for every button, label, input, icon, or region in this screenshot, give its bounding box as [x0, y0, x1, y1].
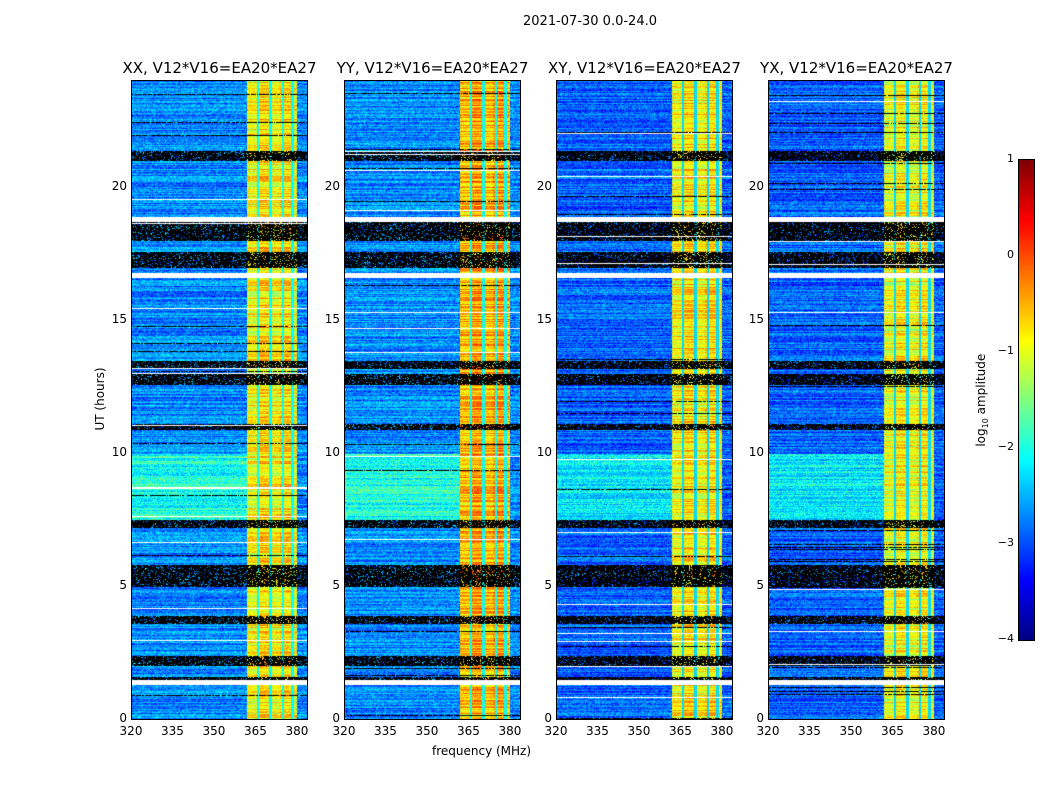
colorbar-label: log10 amplitude: [973, 353, 991, 447]
y-tick-label: 20: [748, 178, 764, 193]
y-tick-label: 0: [756, 711, 764, 725]
x-tick-label: 335: [374, 724, 397, 738]
y-tick-label: 0: [544, 711, 552, 725]
colorbar-tick-label: 0: [1007, 248, 1014, 261]
y-tick-label: 20: [324, 178, 340, 193]
panel-title: XY, V12*V16=EA20*EA27: [548, 59, 741, 77]
y-tick-label: 10: [748, 444, 764, 459]
x-tick-label: 320: [756, 724, 780, 738]
y-tick-label: 20: [111, 178, 127, 193]
y-tick-label: 15: [324, 311, 340, 326]
x-tick-label: 320: [544, 724, 568, 738]
x-tick-label: 350: [202, 724, 226, 738]
x-tick-label: 350: [415, 724, 439, 738]
y-tick-label: 5: [756, 577, 764, 592]
colorbar-tick-label: −1: [997, 344, 1014, 357]
x-tick-label: 380: [710, 724, 734, 738]
x-tick-label: 335: [798, 724, 821, 738]
figure-title: 2021-07-30 0.0-24.0: [523, 14, 657, 29]
x-tick-label: 365: [881, 724, 904, 738]
x-tick-label: 365: [457, 724, 480, 738]
colorbar: [1018, 159, 1035, 641]
x-axis-label: frequency (MHz): [432, 744, 532, 758]
x-tick-label: 380: [498, 724, 522, 738]
spectrogram-panel-xx: [131, 80, 308, 720]
y-tick-label: 15: [536, 311, 552, 326]
y-tick-label: 20: [536, 178, 552, 193]
y-axis-label: UT (hours): [93, 367, 107, 431]
spectrogram-panel-yy: [344, 80, 521, 720]
x-tick-label: 365: [669, 724, 692, 738]
panel-title: YY, V12*V16=EA20*EA27: [336, 59, 529, 77]
spectrogram-panel-xy: [556, 80, 733, 720]
y-tick-label: 5: [544, 577, 552, 592]
y-tick-label: 10: [111, 444, 127, 459]
x-tick-label: 350: [627, 724, 651, 738]
panel-title: XX, V12*V16=EA20*EA27: [122, 59, 317, 77]
y-tick-label: 5: [332, 577, 340, 592]
y-tick-label: 10: [536, 444, 552, 459]
x-tick-label: 335: [586, 724, 609, 738]
colorbar-tick-label: 1: [1007, 152, 1014, 165]
x-tick-label: 380: [922, 724, 946, 738]
y-tick-label: 10: [324, 444, 340, 459]
x-tick-label: 320: [332, 724, 356, 738]
x-tick-label: 380: [285, 724, 309, 738]
x-tick-label: 335: [161, 724, 184, 738]
y-tick-label: 0: [332, 711, 340, 725]
spectrogram-panel-yx: [768, 80, 945, 720]
y-tick-label: 0: [119, 711, 127, 725]
x-tick-label: 320: [119, 724, 143, 738]
x-tick-label: 350: [839, 724, 863, 738]
colorbar-tick-label: −4: [997, 632, 1014, 645]
colorbar-tick-label: −2: [997, 440, 1014, 453]
panel-title: YX, V12*V16=EA20*EA27: [760, 59, 953, 77]
y-tick-label: 5: [119, 577, 127, 592]
y-tick-label: 15: [748, 311, 764, 326]
y-tick-label: 15: [111, 311, 127, 326]
colorbar-tick-label: −3: [997, 536, 1014, 549]
x-tick-label: 365: [244, 724, 267, 738]
